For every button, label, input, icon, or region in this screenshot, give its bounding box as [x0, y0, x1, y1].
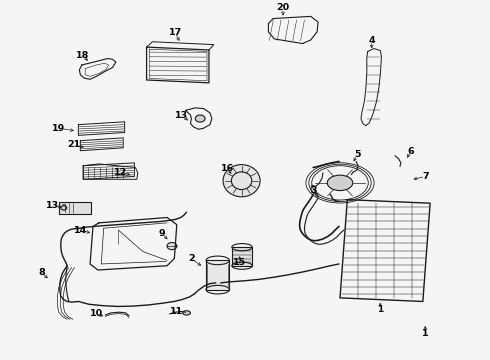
Ellipse shape	[183, 311, 191, 315]
Text: 13: 13	[46, 201, 59, 210]
Ellipse shape	[196, 115, 205, 122]
Text: 18: 18	[76, 51, 90, 60]
Text: 3: 3	[310, 186, 317, 195]
Text: 13: 13	[175, 111, 188, 120]
Text: 10: 10	[90, 310, 103, 319]
Text: 16: 16	[221, 164, 235, 173]
Ellipse shape	[327, 175, 353, 190]
Text: 21: 21	[67, 140, 80, 149]
Text: 19: 19	[52, 124, 66, 133]
Bar	[206, 260, 229, 290]
Text: 1: 1	[422, 329, 429, 338]
Text: 5: 5	[354, 150, 360, 159]
Ellipse shape	[61, 206, 67, 210]
Text: 14: 14	[74, 225, 87, 234]
Text: 1: 1	[377, 305, 383, 314]
Text: 6: 6	[407, 147, 414, 156]
Text: 4: 4	[368, 36, 375, 45]
Text: 2: 2	[188, 254, 195, 263]
Bar	[232, 247, 252, 266]
Text: 15: 15	[233, 258, 245, 267]
Bar	[59, 202, 91, 213]
Text: 8: 8	[38, 268, 45, 277]
Ellipse shape	[223, 165, 260, 197]
Text: 20: 20	[276, 3, 290, 12]
Text: 17: 17	[169, 28, 182, 37]
Text: 7: 7	[422, 172, 429, 181]
Text: 11: 11	[170, 307, 183, 316]
Text: 12: 12	[114, 168, 127, 177]
Ellipse shape	[167, 243, 177, 249]
Text: 9: 9	[159, 229, 166, 238]
